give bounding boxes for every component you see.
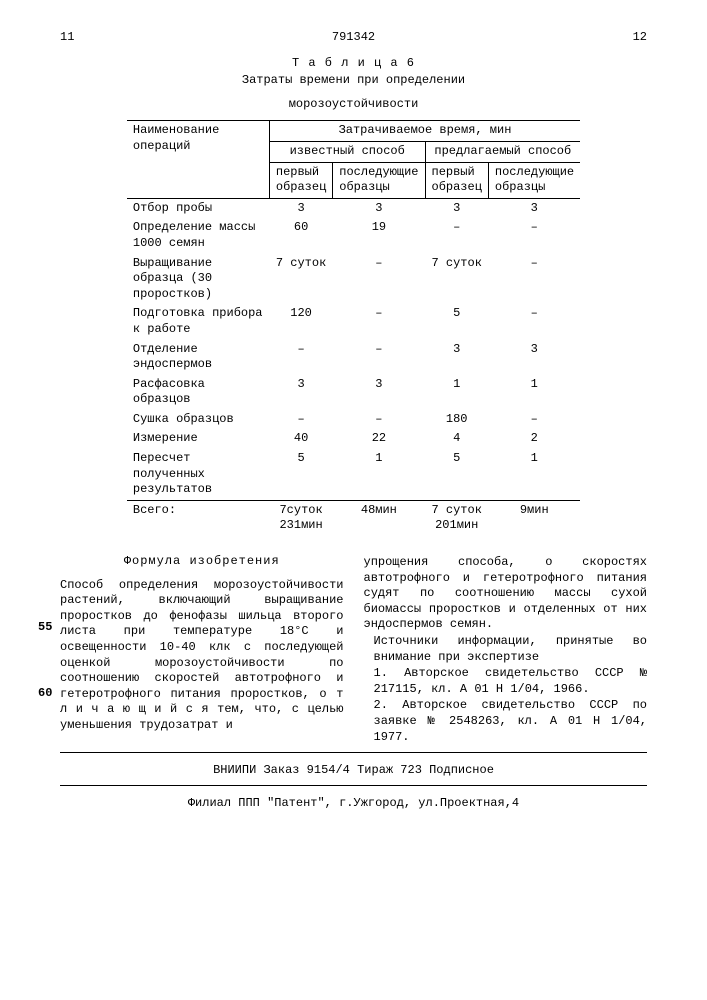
table-caption-1: Затраты времени при определении [60, 73, 647, 89]
right-ref-2: 2. Авторское свидетельство СССР по заявк… [374, 698, 648, 745]
table-cell: 7 суток [425, 254, 488, 305]
line-60: 60 [38, 686, 52, 702]
th-first-2: первый образец [425, 162, 488, 198]
table-row-op: Подготовка прибора к работе [127, 304, 270, 339]
table-row-op: Измерение [127, 429, 270, 449]
table-cell: 1 [488, 375, 580, 410]
table-row-op: Отбор пробы [127, 198, 270, 218]
total-label: Всего: [127, 500, 270, 536]
th-proposed: предлагаемый способ [425, 141, 580, 162]
table-cell: 3 [333, 198, 425, 218]
table-cell: – [269, 410, 332, 430]
table-cell: – [333, 410, 425, 430]
left-column: Формула изобретения 55 60 Способ определ… [60, 554, 344, 746]
table-cell: 3 [488, 340, 580, 375]
total-a: 7суток 231мин [269, 500, 332, 536]
divider [60, 752, 647, 753]
table-cell: – [425, 218, 488, 253]
table-row-op: Сушка образцов [127, 410, 270, 430]
th-next-1: последующие образцы [333, 162, 425, 198]
th-operations: Наименование операций [127, 121, 270, 198]
table-cell: 3 [333, 375, 425, 410]
footer-2: Филиал ППП "Патент", г.Ужгород, ул.Проек… [60, 796, 647, 812]
page-right: 12 [633, 30, 647, 46]
table-cell: – [488, 410, 580, 430]
th-first-1: первый образец [269, 162, 332, 198]
table-cell: – [333, 304, 425, 339]
table-cell: 19 [333, 218, 425, 253]
table-cell: 5 [425, 304, 488, 339]
right-ref-1: 1. Авторское свидетельство СССР № 217115… [374, 666, 648, 697]
data-table: Наименование операций Затрачиваемое врем… [127, 120, 580, 536]
table-cell: 60 [269, 218, 332, 253]
table-cell: 5 [425, 449, 488, 500]
table-cell: – [269, 340, 332, 375]
page-header: 11 791342 12 [60, 30, 647, 46]
table-cell: 180 [425, 410, 488, 430]
table-row-op: Отделение эндоспермов [127, 340, 270, 375]
table-cell: 1 [333, 449, 425, 500]
table-row-op: Определение массы 1000 семян [127, 218, 270, 253]
table-cell: 120 [269, 304, 332, 339]
table-label: Т а б л и ц а 6 [60, 56, 647, 72]
formula-heading: Формула изобретения [60, 554, 344, 570]
table-cell: 3 [488, 198, 580, 218]
table-cell: – [488, 254, 580, 305]
doc-number: 791342 [332, 30, 375, 46]
table-row-op: Выращивание образца (30 проростков) [127, 254, 270, 305]
th-known: известный способ [269, 141, 425, 162]
total-d: 9мин [488, 500, 580, 536]
table-cell: 2 [488, 429, 580, 449]
table-cell: 3 [425, 198, 488, 218]
divider [60, 785, 647, 786]
total-c: 7 суток 201мин [425, 500, 488, 536]
table-cell: 3 [269, 198, 332, 218]
total-b: 48мин [333, 500, 425, 536]
table-cell: – [333, 254, 425, 305]
left-text: Способ определения морозоустойчивости ра… [60, 578, 344, 732]
table-cell: 3 [269, 375, 332, 410]
right-column: упрощения способа, о скоростях автотрофн… [364, 554, 648, 746]
table-cell: – [488, 304, 580, 339]
table-cell: 22 [333, 429, 425, 449]
table-cell: 4 [425, 429, 488, 449]
footer-1: ВНИИПИ Заказ 9154/4 Тираж 723 Подписное [60, 763, 647, 779]
table-cell: 1 [488, 449, 580, 500]
table-caption-2: морозоустойчивости [60, 97, 647, 113]
text-columns: Формула изобретения 55 60 Способ определ… [60, 554, 647, 746]
table-cell: – [333, 340, 425, 375]
right-text-1: упрощения способа, о скоростях автотрофн… [364, 555, 648, 633]
table-cell: 5 [269, 449, 332, 500]
table-row-op: Расфасовка образцов [127, 375, 270, 410]
page-left: 11 [60, 30, 74, 46]
th-time: Затрачиваемое время, мин [269, 121, 580, 142]
table-row-op: Пересчет полученных результатов [127, 449, 270, 500]
table-cell: – [488, 218, 580, 253]
table-cell: 40 [269, 429, 332, 449]
th-next-2: последующие образцы [488, 162, 580, 198]
table-cell: 3 [425, 340, 488, 375]
table-cell: 1 [425, 375, 488, 410]
line-55: 55 [38, 620, 52, 636]
right-sources: Источники информации, принятые во вниман… [374, 634, 648, 665]
table-cell: 7 суток [269, 254, 332, 305]
